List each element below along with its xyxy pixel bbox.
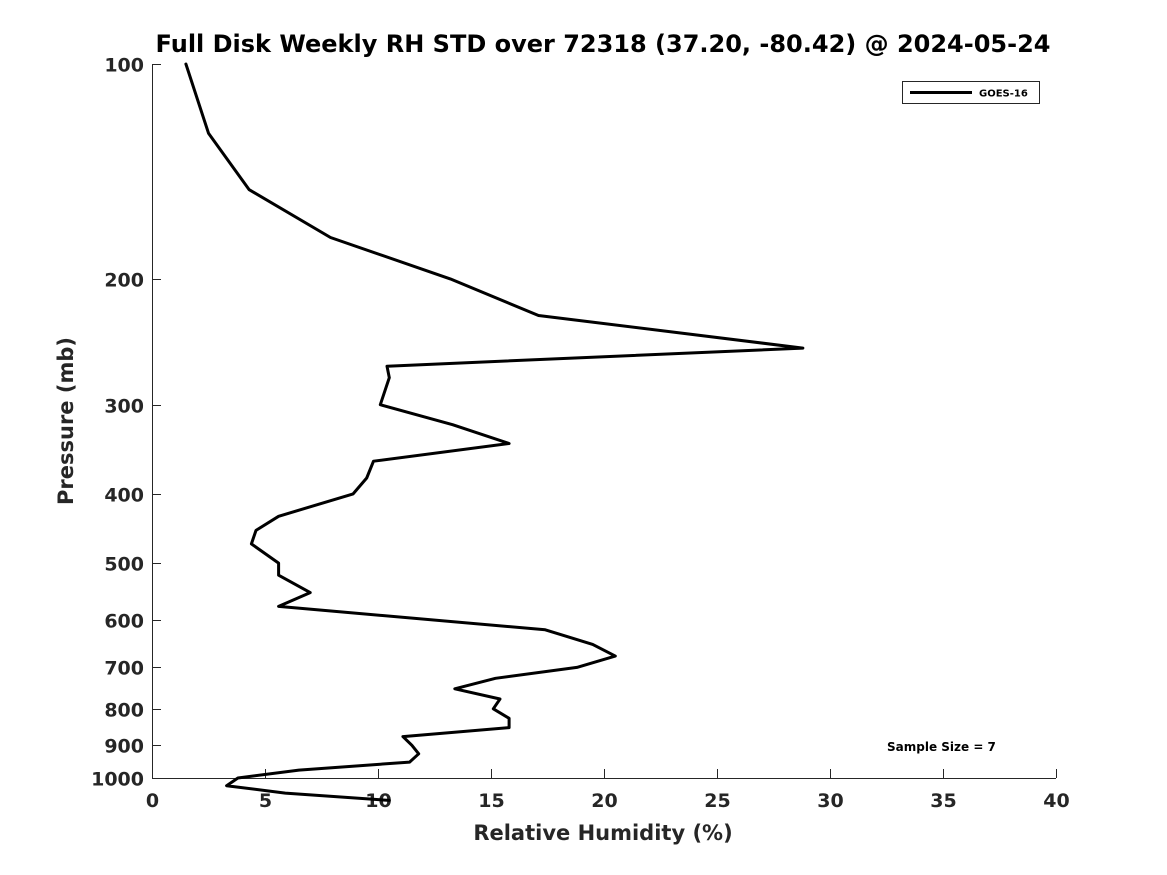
- x-tick-label-35: 35: [930, 790, 956, 812]
- y-tick-label-800: 800: [104, 700, 144, 722]
- x-tick-label-30: 30: [817, 790, 843, 812]
- y-axis-label: Pressure (mb): [54, 337, 78, 505]
- x-ticks: 0 5 10 15 20 25 30 35 40: [146, 769, 1070, 812]
- x-tick-label-20: 20: [591, 790, 617, 812]
- x-tick-label-5: 5: [259, 790, 272, 812]
- x-axis-label: Relative Humidity (%): [473, 821, 732, 845]
- y-tick-label-100: 100: [104, 55, 144, 77]
- y-tick-label-500: 500: [104, 554, 144, 576]
- legend-entry-goes-16: GOES-16: [979, 89, 1028, 100]
- series-group: [184, 62, 805, 802]
- x-tick-label-0: 0: [146, 790, 159, 812]
- y-tick-label-600: 600: [104, 611, 144, 633]
- x-tick-label-25: 25: [704, 790, 730, 812]
- y-tick-label-400: 400: [104, 485, 144, 507]
- legend: GOES-16: [902, 81, 1040, 104]
- y-tick-label-1000: 1000: [91, 769, 144, 791]
- y-tick-label-200: 200: [104, 270, 144, 292]
- y-tick-label-900: 900: [104, 736, 144, 758]
- sample-size-annotation: Sample Size = 7: [887, 740, 996, 754]
- y-ticks: 100 200 300 400 500 600 700 800 900 1000: [91, 55, 161, 791]
- x-tick-label-40: 40: [1043, 790, 1069, 812]
- x-tick-label-15: 15: [478, 790, 504, 812]
- series-line-goes-16: [184, 62, 805, 802]
- y-tick-label-700: 700: [104, 658, 144, 680]
- chart-title: Full Disk Weekly RH STD over 72318 (37.2…: [156, 30, 1051, 58]
- y-tick-label-300: 300: [104, 396, 144, 418]
- axes: [152, 64, 1056, 779]
